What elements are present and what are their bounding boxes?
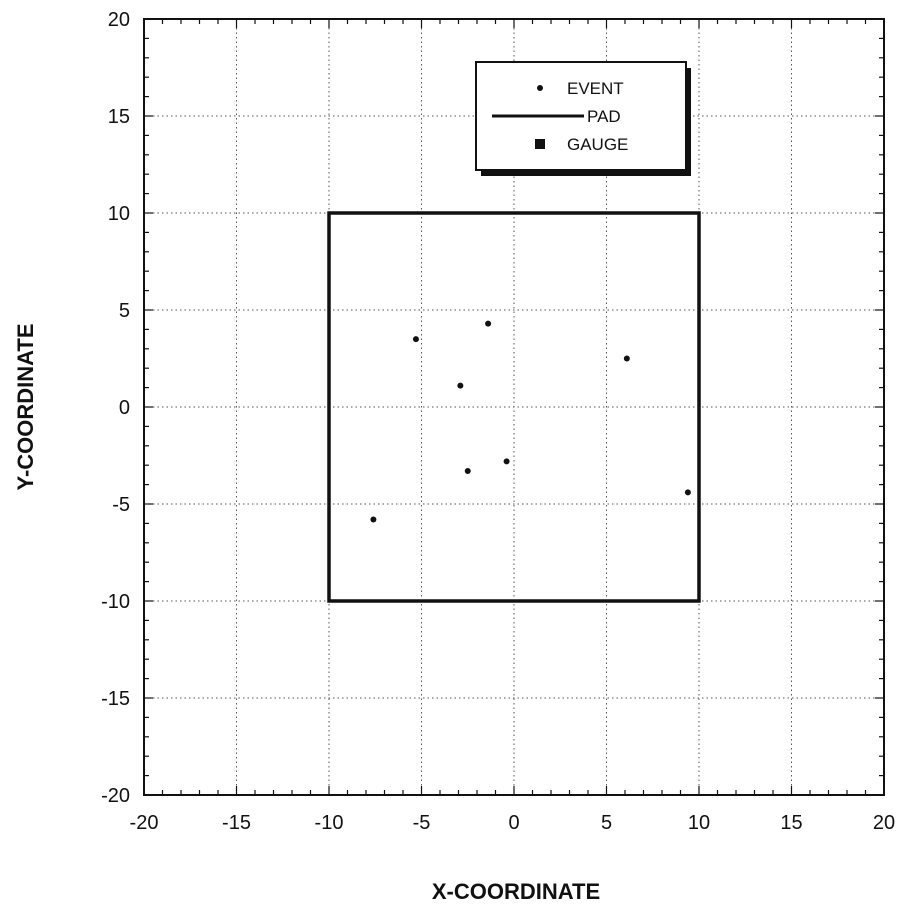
x-tick-label: 0 xyxy=(508,812,519,834)
plot-frame xyxy=(143,18,885,796)
x-tick-label: 10 xyxy=(688,812,710,834)
legend-gauge-marker xyxy=(535,139,545,149)
x-tick-label: 5 xyxy=(601,812,612,834)
y-tick-label: -10 xyxy=(101,591,130,613)
event-point xyxy=(503,458,510,465)
event-point xyxy=(370,516,377,523)
x-tick-label: -5 xyxy=(413,812,431,834)
y-tick-label: 10 xyxy=(108,203,130,225)
x-axis-title: X-COORDINATE xyxy=(432,879,600,904)
y-tick-label: 0 xyxy=(119,397,130,419)
event-point xyxy=(412,336,419,343)
legend: EVENT PAD GAUGE xyxy=(475,61,691,176)
x-tick-label: 15 xyxy=(780,812,802,834)
y-tick-label: 20 xyxy=(108,9,130,31)
x-tick-label: -15 xyxy=(222,812,251,834)
x-tick-labels: -20 -15 -10 -5 0 5 10 15 20 xyxy=(130,812,896,834)
legend-gauge-label: GAUGE xyxy=(567,135,628,154)
y-axis-title: Y-COORDINATE xyxy=(13,323,38,490)
legend-event-marker xyxy=(537,85,543,91)
event-point xyxy=(464,468,471,475)
x-tick-label: 20 xyxy=(873,812,895,834)
event-point xyxy=(623,355,630,362)
y-tick-label: -20 xyxy=(101,785,130,807)
y-tick-label: 15 xyxy=(108,106,130,128)
y-tick-label: 5 xyxy=(119,300,130,322)
event-point xyxy=(684,489,691,496)
y-tick-labels: -20 -15 -10 -5 0 5 10 15 20 xyxy=(101,9,130,807)
y-tick-label: -15 xyxy=(101,688,130,710)
points-layer xyxy=(370,320,691,523)
pad-layer xyxy=(327,211,701,603)
x-tick-label: -20 xyxy=(130,812,159,834)
legend-pad-label: PAD xyxy=(587,107,621,126)
x-tick-label: -10 xyxy=(315,812,344,834)
y-tick-label: -5 xyxy=(112,494,130,516)
pad-outline xyxy=(327,211,701,603)
legend-event-label: EVENT xyxy=(567,79,624,98)
event-point xyxy=(457,382,464,389)
event-point xyxy=(485,320,492,327)
